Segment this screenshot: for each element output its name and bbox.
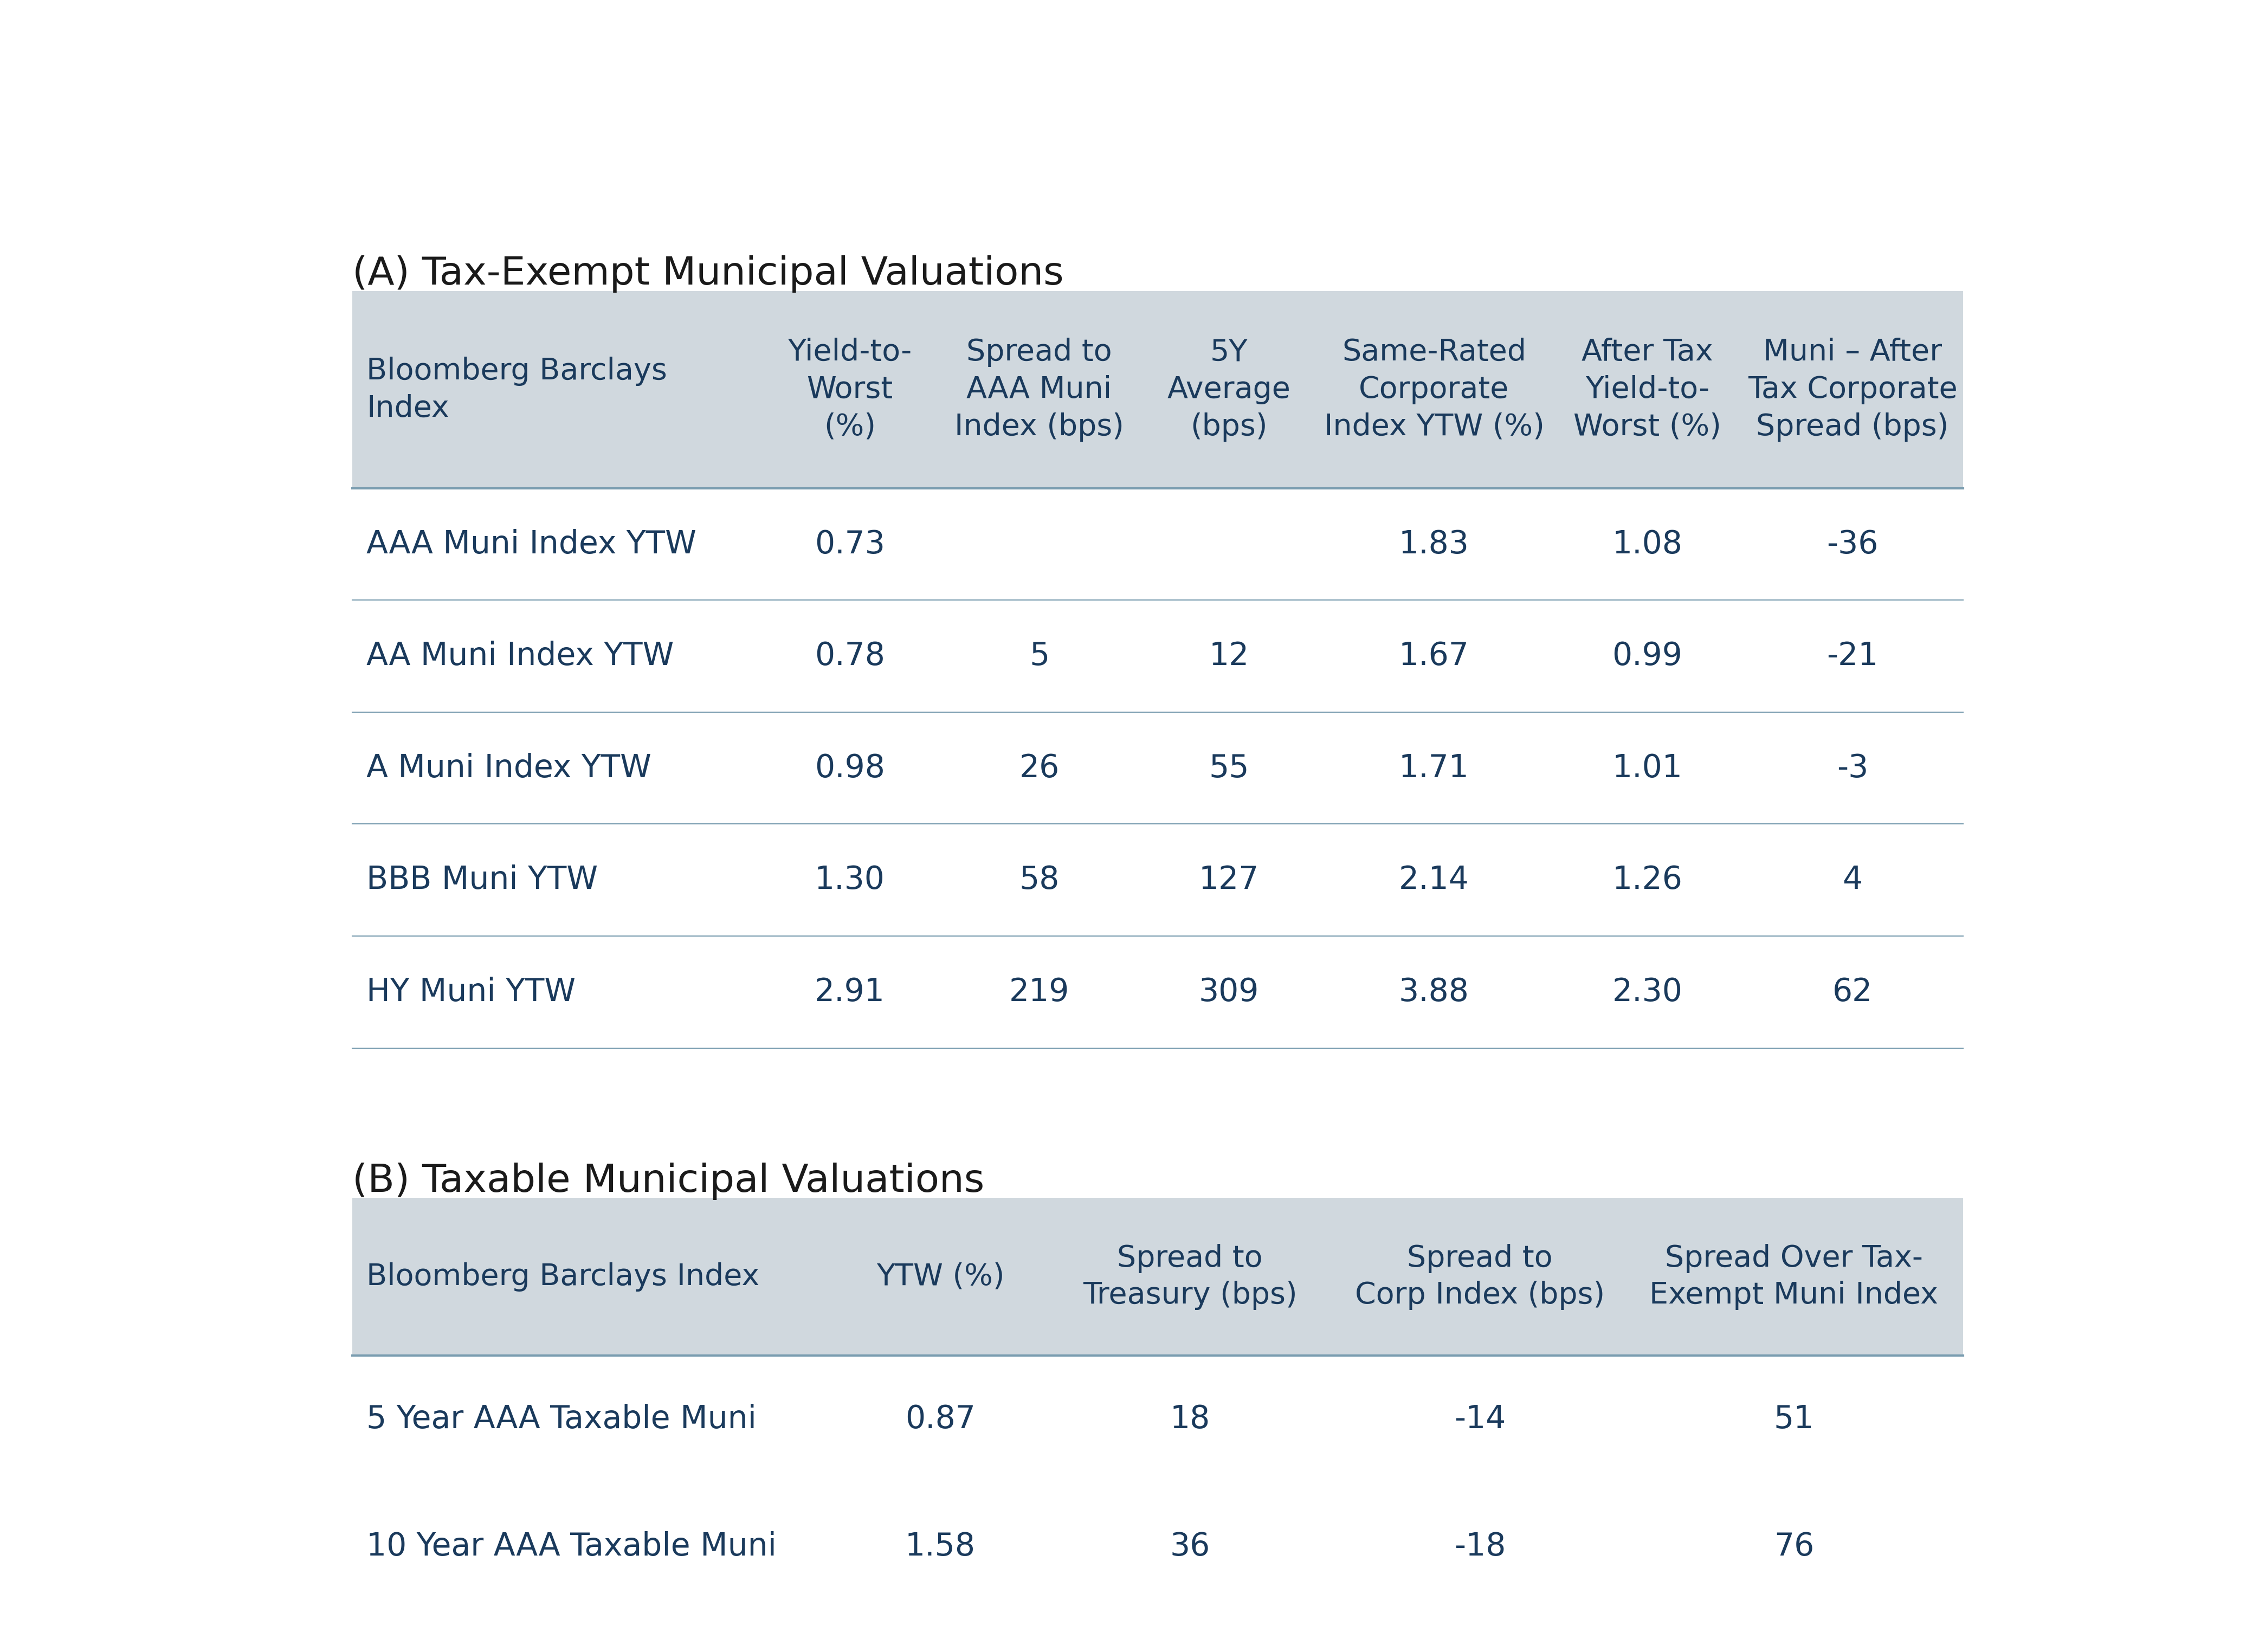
Text: 76: 76 <box>1773 1531 1814 1563</box>
Text: 127: 127 <box>1200 864 1258 895</box>
Text: AAA Muni Index YTW: AAA Muni Index YTW <box>366 529 696 560</box>
Bar <box>352 824 1963 937</box>
Bar <box>352 1356 1963 1483</box>
Text: Spread to
Treasury (bps): Spread to Treasury (bps) <box>1082 1244 1297 1310</box>
Text: -36: -36 <box>1828 529 1879 560</box>
Text: -21: -21 <box>1828 641 1879 672</box>
Text: Bloomberg Barclays Index: Bloomberg Barclays Index <box>366 1262 759 1292</box>
Text: HY Muni YTW: HY Muni YTW <box>366 976 576 1008</box>
Text: YTW (%): YTW (%) <box>876 1262 1005 1292</box>
Text: 4: 4 <box>1843 864 1864 895</box>
Text: 12: 12 <box>1209 641 1249 672</box>
Text: Spread to
Corp Index (bps): Spread to Corp Index (bps) <box>1355 1244 1604 1310</box>
Text: BBB Muni YTW: BBB Muni YTW <box>366 864 599 895</box>
Text: Bloomberg Barclays
Index: Bloomberg Barclays Index <box>366 357 666 423</box>
Text: -18: -18 <box>1455 1531 1507 1563</box>
Text: 5: 5 <box>1030 641 1050 672</box>
Text: 26: 26 <box>1019 753 1059 783</box>
Text: 5 Year AAA Taxable Muni: 5 Year AAA Taxable Muni <box>366 1404 757 1436</box>
Text: A Muni Index YTW: A Muni Index YTW <box>366 753 651 783</box>
Bar <box>352 1483 1963 1611</box>
Text: Muni – After
Tax Corporate
Spread (bps): Muni – After Tax Corporate Spread (bps) <box>1748 337 1956 441</box>
Text: 2.14: 2.14 <box>1398 864 1468 895</box>
Text: -3: -3 <box>1837 753 1868 783</box>
Text: -14: -14 <box>1455 1404 1507 1436</box>
Text: Yield-to-
Worst
(%): Yield-to- Worst (%) <box>788 337 913 441</box>
Text: 1.83: 1.83 <box>1398 529 1468 560</box>
Text: 1.67: 1.67 <box>1398 641 1468 672</box>
Bar <box>352 937 1963 1047</box>
Text: (A) Tax-Exempt Municipal Valuations: (A) Tax-Exempt Municipal Valuations <box>352 256 1064 292</box>
Text: 309: 309 <box>1200 976 1258 1008</box>
Bar <box>352 712 1963 824</box>
Text: 51: 51 <box>1773 1404 1814 1436</box>
Text: 0.78: 0.78 <box>815 641 886 672</box>
Text: Spread Over Tax-
Exempt Muni Index: Spread Over Tax- Exempt Muni Index <box>1649 1244 1938 1310</box>
Text: 219: 219 <box>1010 976 1069 1008</box>
Text: 55: 55 <box>1209 753 1249 783</box>
Bar <box>352 1198 1963 1356</box>
Text: 1.58: 1.58 <box>906 1531 976 1563</box>
Text: 1.26: 1.26 <box>1613 864 1683 895</box>
Text: 10 Year AAA Taxable Muni: 10 Year AAA Taxable Muni <box>366 1531 777 1563</box>
Text: 1.08: 1.08 <box>1613 529 1683 560</box>
Text: 0.98: 0.98 <box>815 753 886 783</box>
Bar <box>352 1611 1963 1652</box>
Text: 0.73: 0.73 <box>815 529 886 560</box>
Bar <box>352 600 1963 712</box>
Text: 1.01: 1.01 <box>1613 753 1683 783</box>
Text: 3.88: 3.88 <box>1398 976 1468 1008</box>
Text: Same-Rated
Corporate
Index YTW (%): Same-Rated Corporate Index YTW (%) <box>1324 337 1545 441</box>
Text: Spread to
AAA Muni
Index (bps): Spread to AAA Muni Index (bps) <box>956 337 1125 441</box>
Bar <box>352 291 1963 489</box>
Text: 62: 62 <box>1832 976 1873 1008</box>
Text: 1.30: 1.30 <box>815 864 886 895</box>
Bar <box>352 489 1963 600</box>
Text: (B) Taxable Municipal Valuations: (B) Taxable Municipal Valuations <box>352 1163 985 1199</box>
Text: AA Muni Index YTW: AA Muni Index YTW <box>366 641 673 672</box>
Text: 0.99: 0.99 <box>1613 641 1683 672</box>
Text: 58: 58 <box>1019 864 1059 895</box>
Text: 2.91: 2.91 <box>815 976 886 1008</box>
Text: 2.30: 2.30 <box>1613 976 1683 1008</box>
Text: 0.87: 0.87 <box>906 1404 976 1436</box>
Text: 18: 18 <box>1170 1404 1211 1436</box>
Text: After Tax
Yield-to-
Worst (%): After Tax Yield-to- Worst (%) <box>1572 337 1721 441</box>
Text: 1.71: 1.71 <box>1398 753 1468 783</box>
Text: 5Y
Average
(bps): 5Y Average (bps) <box>1168 337 1290 441</box>
Text: 36: 36 <box>1170 1531 1211 1563</box>
